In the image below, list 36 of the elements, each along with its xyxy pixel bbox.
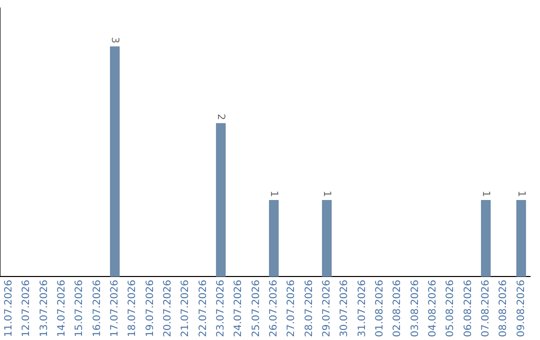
x-tick-label: 03.08.2026 bbox=[410, 280, 421, 338]
x-tick-label: 16.07.2026 bbox=[92, 280, 103, 338]
x-tick-label: 24.07.2026 bbox=[233, 280, 244, 338]
data-label: 2 bbox=[215, 114, 226, 120]
x-tick-label: 14.07.2026 bbox=[56, 280, 68, 338]
x-tick-label: 26.07.2026 bbox=[268, 280, 280, 338]
x-tick-label: 18.07.2026 bbox=[127, 280, 138, 338]
data-label: 3 bbox=[109, 37, 120, 44]
x-tick-label: 13.07.2026 bbox=[38, 280, 50, 338]
x-tick-label: 02.08.2026 bbox=[392, 280, 404, 338]
x-tick-label: 07.08.2026 bbox=[480, 280, 492, 338]
data-label: 1 bbox=[268, 190, 280, 197]
x-tick-label: 06.08.2026 bbox=[462, 280, 474, 338]
x-tick-label: 09.08.2026 bbox=[516, 280, 527, 338]
x-tick-label: 23.07.2026 bbox=[215, 280, 226, 338]
data-label: 1 bbox=[321, 190, 332, 197]
x-tick-label: 22.07.2026 bbox=[198, 280, 209, 338]
x-tick-label: 27.07.2026 bbox=[286, 280, 298, 338]
x-tick-label: 30.07.2026 bbox=[339, 280, 350, 338]
x-tick-label: 04.08.2026 bbox=[427, 280, 438, 338]
x-tick-label: 28.07.2026 bbox=[304, 280, 315, 338]
x-tick-label: 11.07.2026 bbox=[3, 280, 14, 338]
x-tick-label: 15.07.2026 bbox=[74, 280, 86, 338]
x-tick-label: 08.08.2026 bbox=[498, 280, 510, 338]
x-tick-label: 31.07.2026 bbox=[356, 280, 368, 338]
x-tick-label: 05.08.2026 bbox=[445, 280, 456, 338]
data-label: 1 bbox=[480, 190, 492, 197]
x-tick-label: 29.07.2026 bbox=[321, 280, 332, 338]
x-tick-label: 17.07.2026 bbox=[109, 280, 120, 338]
x-tick-label: 19.07.2026 bbox=[144, 280, 156, 338]
x-tick-label: 21.07.2026 bbox=[180, 280, 192, 338]
x-tick-label: 01.08.2026 bbox=[374, 280, 386, 338]
data-label: 1 bbox=[516, 190, 527, 197]
x-tick-label: 12.07.2026 bbox=[21, 280, 32, 338]
x-tick-label: 25.07.2026 bbox=[250, 280, 262, 338]
x-tick-label: 20.07.2026 bbox=[162, 280, 174, 338]
